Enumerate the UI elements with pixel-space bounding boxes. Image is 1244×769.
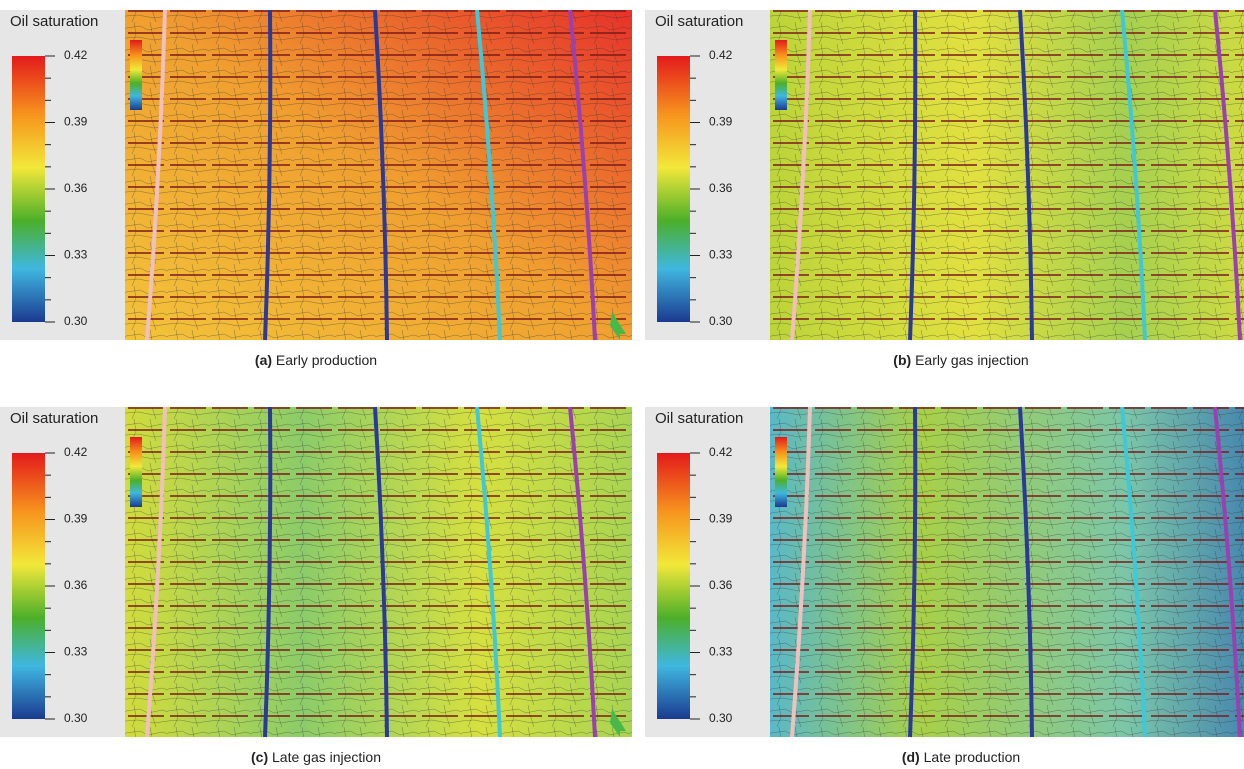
well xyxy=(373,406,389,738)
panel: Oil saturation 0.30 0.33 0.36 0.39 0.42 (b) Ea… xyxy=(645,9,1244,368)
caption-text: Early production xyxy=(276,352,377,368)
well xyxy=(1120,406,1147,738)
well xyxy=(145,9,167,341)
colorbar-tick-label: 0.42 xyxy=(709,445,733,459)
caption-label: (c) xyxy=(251,749,268,765)
well xyxy=(908,9,918,341)
well xyxy=(568,406,597,738)
colorbar-title: Oil saturation xyxy=(10,13,98,30)
flow-arrow xyxy=(610,312,626,340)
well xyxy=(568,9,597,341)
colorbar-title: Oil saturation xyxy=(655,13,743,30)
caption: (d) Late production xyxy=(902,749,1020,765)
colorbar-tick-label: 0.30 xyxy=(709,314,733,328)
mini-legend xyxy=(775,40,787,110)
caption: (c) Late gas injection xyxy=(251,749,381,765)
saturation-texture xyxy=(770,10,1244,340)
well xyxy=(1120,9,1147,341)
colorbar-tick-label: 0.36 xyxy=(709,181,733,195)
well xyxy=(1213,406,1242,738)
saturation-texture xyxy=(770,407,1244,737)
panel: Oil saturation 0.30 0.33 0.36 0.39 0.42 (d) La… xyxy=(645,406,1244,765)
well xyxy=(790,9,812,341)
colorbar-tick-label: 0.33 xyxy=(64,645,88,659)
well xyxy=(263,9,273,341)
mini-legend xyxy=(130,40,142,110)
panel: Oil saturation 0.30 0.33 0.36 0.39 0.42 (a) Ea… xyxy=(0,9,632,368)
well xyxy=(1018,9,1034,341)
well xyxy=(1018,406,1034,738)
colorbar-tick-label: 0.39 xyxy=(709,512,733,526)
colorbar xyxy=(12,453,45,719)
colorbar-tick-label: 0.33 xyxy=(709,248,733,262)
colorbar-tick-label: 0.33 xyxy=(709,645,733,659)
colorbar-tick-label: 0.30 xyxy=(64,711,88,725)
colorbar-title: Oil saturation xyxy=(10,410,98,427)
caption-label: (b) xyxy=(893,352,911,368)
colorbar-tick-label: 0.39 xyxy=(709,115,733,129)
caption-text: Late gas injection xyxy=(272,749,381,765)
caption: (b) Early gas injection xyxy=(893,352,1028,368)
flow-arrow xyxy=(610,709,626,737)
well xyxy=(908,406,918,738)
caption-label: (a) xyxy=(255,352,272,368)
colorbar-tick-label: 0.42 xyxy=(709,48,733,62)
colorbar-title: Oil saturation xyxy=(655,410,743,427)
colorbar-tick-label: 0.42 xyxy=(64,445,88,459)
caption-text: Early gas injection xyxy=(915,352,1029,368)
caption-text: Late production xyxy=(924,749,1021,765)
colorbar-tick-label: 0.42 xyxy=(64,48,88,62)
colorbar-tick-label: 0.30 xyxy=(64,314,88,328)
well xyxy=(790,406,812,738)
well xyxy=(475,406,502,738)
colorbar-tick-label: 0.36 xyxy=(64,578,88,592)
mini-legend xyxy=(130,437,142,507)
colorbar-tick-label: 0.33 xyxy=(64,248,88,262)
well xyxy=(475,9,502,341)
panel: Oil saturation 0.30 0.33 0.36 0.39 0.42 (c) La… xyxy=(0,406,632,765)
caption: (a) Early production xyxy=(255,352,377,368)
colorbar-tick-label: 0.36 xyxy=(709,578,733,592)
well xyxy=(373,9,389,341)
colorbar xyxy=(657,453,690,719)
colorbar-tick-label: 0.39 xyxy=(64,512,88,526)
colorbar-tick-label: 0.30 xyxy=(709,711,733,725)
mini-legend xyxy=(775,437,787,507)
colorbar xyxy=(657,56,690,322)
well xyxy=(145,406,167,738)
colorbar xyxy=(12,56,45,322)
well xyxy=(1213,9,1242,341)
caption-label: (d) xyxy=(902,749,920,765)
colorbar-tick-label: 0.39 xyxy=(64,115,88,129)
well xyxy=(263,406,273,738)
colorbar-tick-label: 0.36 xyxy=(64,181,88,195)
